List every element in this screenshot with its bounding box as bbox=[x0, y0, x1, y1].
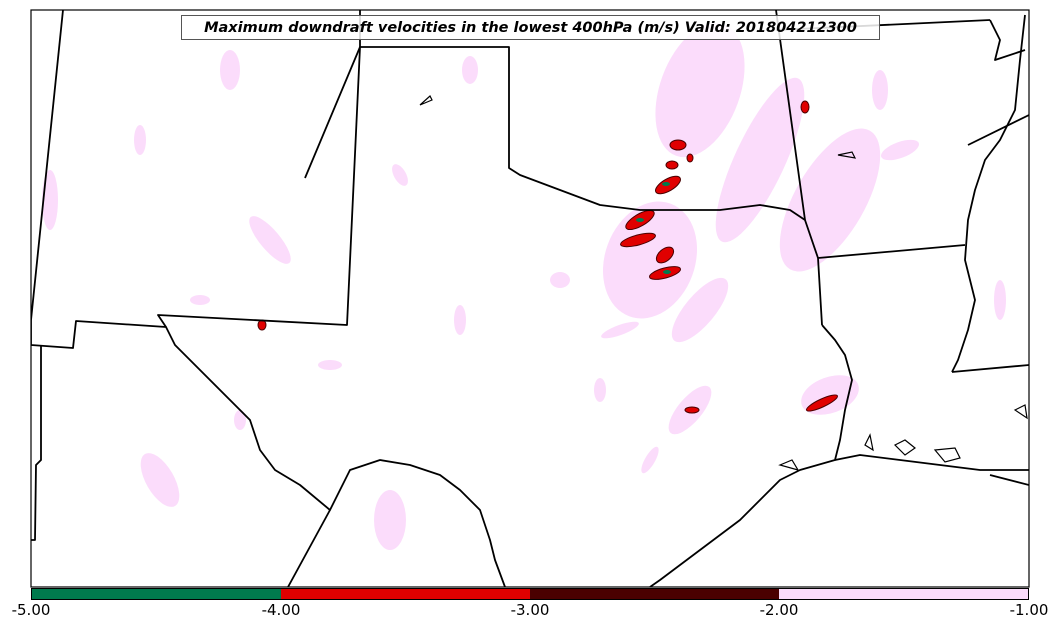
map-frame bbox=[30, 9, 1030, 588]
colorbar-tick-label: -3.00 bbox=[510, 601, 550, 619]
map-title: Maximum downdraft velocities in the lowe… bbox=[181, 15, 880, 40]
weak-downdraft-areas bbox=[42, 22, 1006, 550]
extreme-downdraft-areas bbox=[636, 182, 671, 274]
colorbar bbox=[31, 588, 1029, 600]
colorbar-tick-label: -4.00 bbox=[261, 601, 301, 619]
colorbar-segment-weak bbox=[779, 589, 1028, 599]
colorbar-tick-label: -5.00 bbox=[11, 601, 51, 619]
coastal-islands bbox=[419, 95, 1028, 471]
state-boundaries bbox=[31, 10, 1029, 587]
colorbar-tick-label: -1.00 bbox=[1009, 601, 1049, 619]
colorbar-segment-moderate bbox=[530, 589, 779, 599]
moderate-downdraft-areas bbox=[257, 100, 838, 414]
colorbar-tick-label: -2.00 bbox=[759, 601, 799, 619]
colorbar-segment-strong bbox=[281, 589, 530, 599]
colorbar-segment-extreme bbox=[32, 589, 281, 599]
